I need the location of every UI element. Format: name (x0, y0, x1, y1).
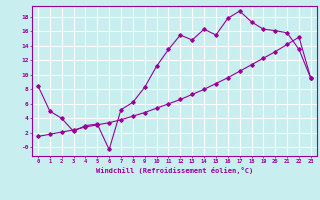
X-axis label: Windchill (Refroidissement éolien,°C): Windchill (Refroidissement éolien,°C) (96, 167, 253, 174)
